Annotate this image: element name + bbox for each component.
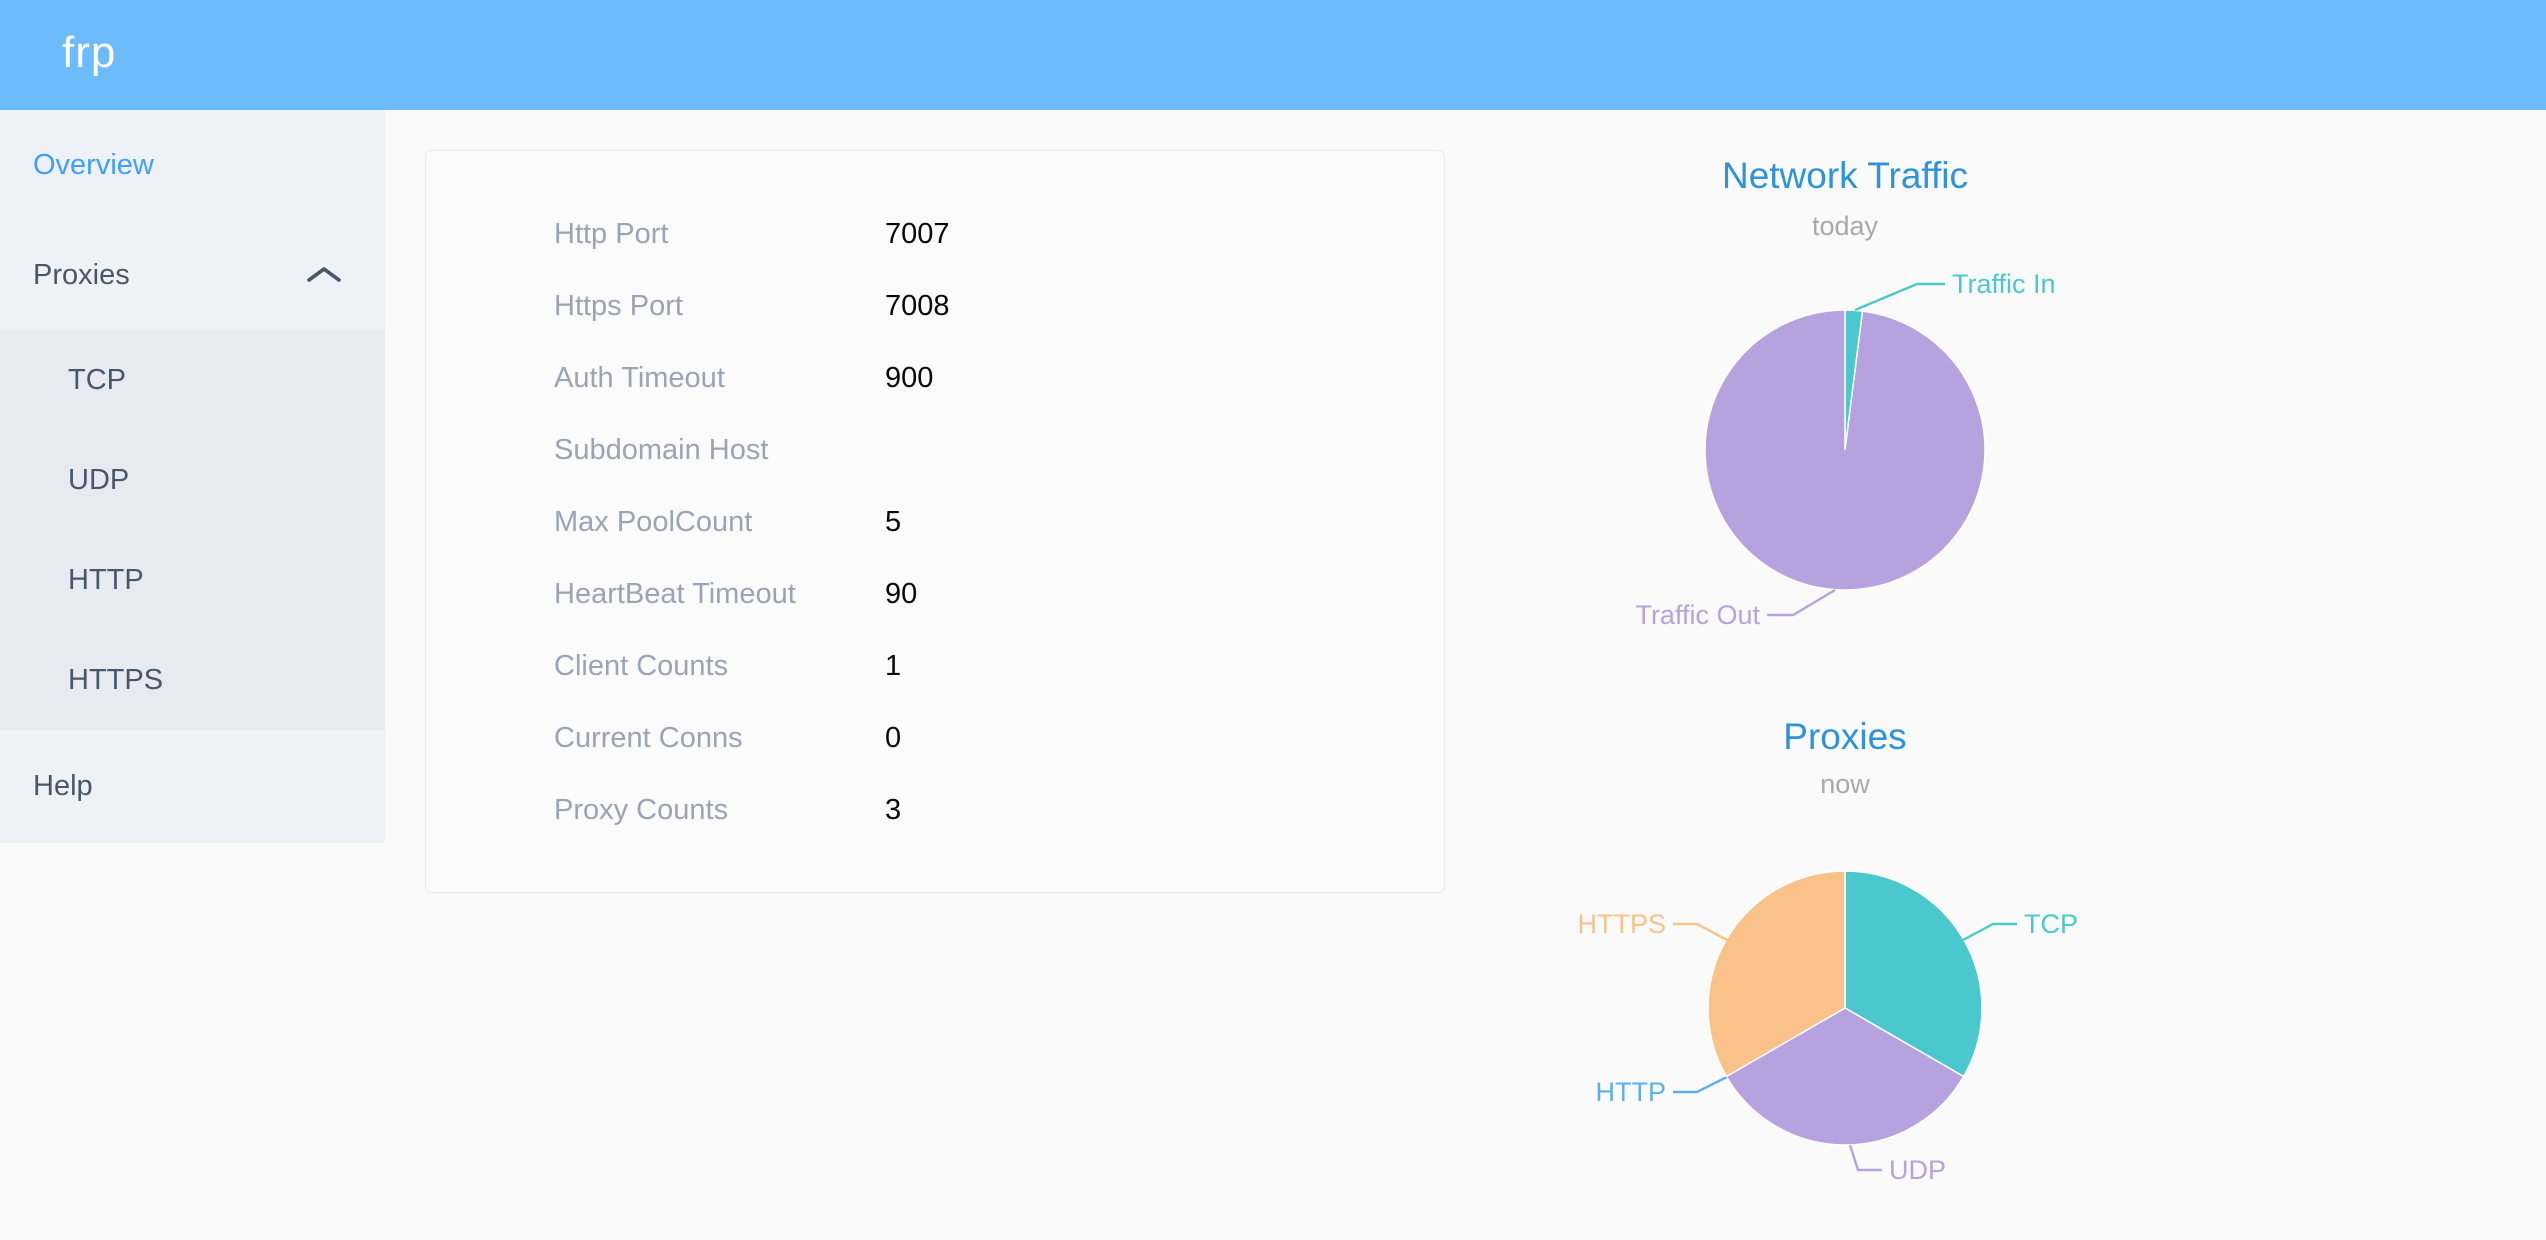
sidebar-item-label: UDP [68,463,130,496]
sidebar: Overview Proxies TCP UDP HTTP HTTPS Help [0,110,385,843]
info-value: 900 [885,361,934,394]
sidebar-item-label: TCP [68,363,126,396]
udp-label-line [1848,1144,1882,1172]
sidebar-item-label: Help [33,770,93,802]
info-label: Subdomain Host [554,433,769,466]
info-value: 5 [885,505,902,538]
info-label: Https Port [554,289,683,322]
info-value: 0 [885,721,902,754]
sidebar-item-tcp[interactable]: TCP [0,330,385,430]
server-info-card: Http Port 7007 Https Port 7008 Auth Time… [425,150,1445,893]
info-value: 7007 [885,217,950,250]
info-row-current-conns: Current Conns 0 [426,702,1444,774]
info-value: 90 [885,577,918,610]
traffic-in-label-line [1854,282,1945,312]
sidebar-item-label: Proxies [33,258,130,291]
proxies-chart-subtitle: now [1820,769,1870,799]
traffic-in-label: Traffic In [1952,269,2056,299]
network-traffic-chart-title: Network Traffic [1721,155,1969,196]
info-label: Auth Timeout [554,361,725,394]
sidebar-item-udp[interactable]: UDP [0,430,385,530]
traffic-out-slice [1704,309,1986,591]
http-label: HTTP [1596,1077,1667,1107]
sidebar-item-label: Overview [33,148,154,181]
proxies-submenu: TCP UDP HTTP HTTPS [0,330,385,730]
sidebar-item-help[interactable]: Help [0,730,385,843]
sidebar-item-https[interactable]: HTTPS [0,630,385,730]
info-label: Http Port [554,217,669,250]
info-value: 3 [885,793,902,826]
proxies-chart-title: Proxies [1783,716,1907,757]
info-value: 1 [885,649,902,682]
info-label: Client Counts [554,649,729,682]
sidebar-item-proxies[interactable]: Proxies [0,220,385,330]
traffic-out-label-line [1767,588,1836,617]
sidebar-item-label: HTTP [68,563,144,596]
app-header: frp [0,0,2546,110]
info-row-heartbeat-timeout: HeartBeat Timeout 90 [426,558,1444,630]
info-value: 7008 [885,289,950,322]
info-row-http-port: Http Port 7007 [426,198,1444,270]
udp-label: UDP [1889,1155,1946,1185]
network-traffic-chart-subtitle: today [1811,211,1879,241]
info-label: HeartBeat Timeout [554,577,796,610]
info-row-max-poolcount: Max PoolCount 5 [426,486,1444,558]
info-row-https-port: Https Port 7008 [426,270,1444,342]
info-row-proxy-counts: Proxy Counts 3 [426,774,1444,846]
proxies-pie-chart: TCP UDP HTTP HTTPS [1577,870,2078,1185]
sidebar-item-label: HTTPS [68,663,164,696]
chevron-up-icon[interactable] [305,265,343,285]
https-label-line [1673,922,1728,942]
info-row-auth-timeout: Auth Timeout 900 [426,342,1444,414]
info-label: Proxy Counts [554,793,729,826]
info-label: Max PoolCount [554,505,753,538]
info-row-subdomain-host: Subdomain Host [426,414,1444,486]
https-label: HTTPS [1577,909,1666,939]
info-row-client-counts: Client Counts 1 [426,630,1444,702]
traffic-out-label: Traffic Out [1635,600,1760,630]
udp-slice [1725,1007,1965,1146]
info-label: Current Conns [554,721,743,754]
frp-logo: frp [62,28,117,77]
sidebar-item-overview[interactable]: Overview [0,110,385,220]
tcp-label: TCP [2024,909,2078,939]
network-traffic-pie-chart: Traffic In Traffic Out [1635,269,2056,630]
http-label-line [1673,1075,1728,1094]
sidebar-item-http[interactable]: HTTP [0,530,385,630]
tcp-label-line [1962,922,2017,942]
